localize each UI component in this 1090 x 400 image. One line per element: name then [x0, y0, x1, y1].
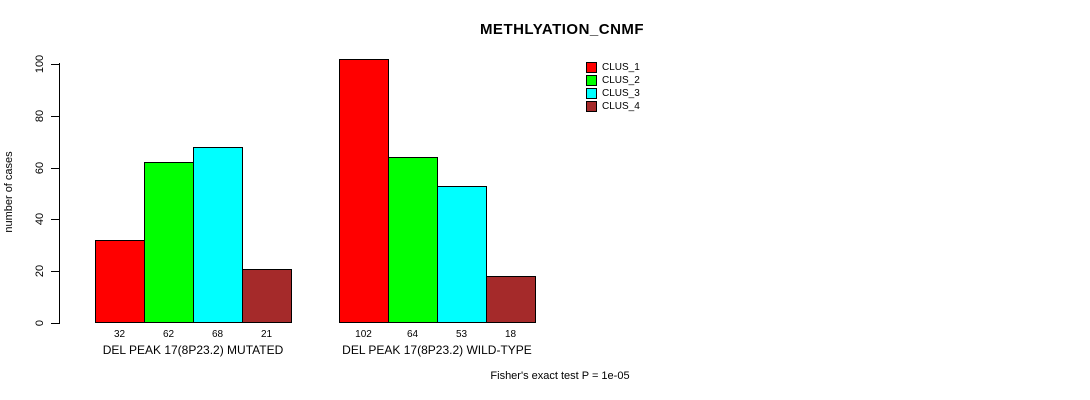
y-axis-tick-label: 20 [34, 264, 46, 278]
y-axis-tick [51, 64, 59, 65]
legend-swatch-icon [586, 62, 597, 73]
legend-swatch-icon [586, 75, 597, 86]
y-axis-tick-label: 0 [34, 319, 46, 327]
legend-item-clus_1: CLUS_1 [586, 61, 640, 74]
bar-clus_3-group1 [193, 147, 243, 323]
y-axis-tick-label: 40 [34, 212, 46, 226]
bar-value-label: 21 [260, 329, 273, 340]
y-axis-tick [51, 323, 59, 324]
legend-item-clus_2: CLUS_2 [586, 74, 640, 87]
legend-item-clus_4: CLUS_4 [586, 100, 640, 113]
legend-label: CLUS_4 [602, 101, 640, 112]
x-group-label: DEL PEAK 17(8P23.2) WILD-TYPE [342, 343, 532, 357]
bar-value-label: 53 [455, 329, 468, 340]
legend-label: CLUS_1 [602, 62, 640, 73]
bar-clus_4-group1 [242, 269, 292, 323]
y-axis-tick-label: 100 [34, 54, 46, 74]
bar-value-label: 64 [406, 329, 419, 340]
y-axis-label: number of cases [3, 151, 15, 233]
x-group-label: DEL PEAK 17(8P23.2) MUTATED [102, 343, 284, 357]
bar-value-label: 68 [211, 329, 224, 340]
chart-title: METHLYATION_CNMF [479, 21, 645, 38]
y-axis-tick-label: 80 [34, 109, 46, 123]
bar-clus_1-group2 [339, 59, 389, 323]
legend-swatch-icon [586, 101, 597, 112]
bar-clus_2-group2 [388, 157, 438, 323]
stat-annotation: Fisher's exact test P = 1e-05 [490, 370, 630, 382]
legend-item-clus_3: CLUS_3 [586, 87, 640, 100]
bar-value-label: 102 [355, 329, 372, 340]
bar-value-label: 18 [504, 329, 517, 340]
bar-value-label: 62 [162, 329, 175, 340]
bar-clus_1-group1 [95, 240, 145, 323]
bar-value-label: 32 [113, 329, 126, 340]
y-axis-tick [51, 168, 59, 169]
bar-clus_2-group1 [144, 162, 194, 323]
y-axis-tick [51, 271, 59, 272]
legend-swatch-icon [586, 88, 597, 99]
legend-label: CLUS_2 [602, 75, 640, 86]
bar-clus_3-group2 [437, 186, 487, 323]
y-axis-line [59, 63, 60, 324]
legend: CLUS_1 CLUS_2 CLUS_3 CLUS_4 [586, 61, 640, 113]
legend-label: CLUS_3 [602, 88, 640, 99]
y-axis-tick-label: 60 [34, 161, 46, 175]
bar-clus_4-group2 [486, 276, 536, 323]
y-axis-tick [51, 116, 59, 117]
y-axis-tick [51, 219, 59, 220]
